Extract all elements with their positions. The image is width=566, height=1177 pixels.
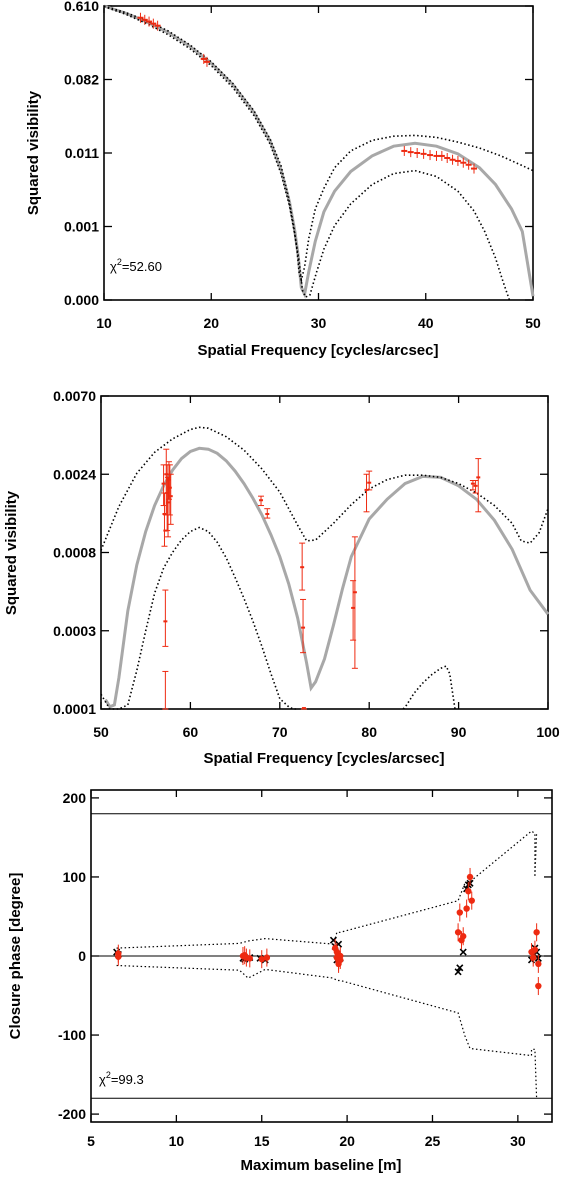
lower-bound-curve <box>100 526 298 710</box>
chart-panel-top: 10 20 30 40 50 0.610 0.082 0.011 0.001 0.000 Spat… <box>25 0 541 359</box>
data-points <box>137 12 478 174</box>
x-tick-label: 20 <box>203 315 219 331</box>
annotation-value: =52.60 <box>122 259 162 274</box>
x-axis-label: Spatial Frequency [cycles/arcsec] <box>198 342 439 359</box>
upper-bound-curve <box>116 830 538 949</box>
axes: 10 20 30 40 50 0.610 0.082 0.011 0.001 0.000 <box>64 0 541 331</box>
x-tick-label: 15 <box>254 1133 270 1149</box>
y-axis-label: Squared visibility <box>3 490 20 615</box>
lower-bound-curve <box>116 964 538 1099</box>
y-tick-label: 0.0070 <box>53 388 96 404</box>
model-curve <box>104 446 550 709</box>
y-tick-label: -100 <box>58 1027 86 1043</box>
annotation-symbol: χ <box>99 1072 106 1087</box>
data-point <box>115 953 122 960</box>
data-point <box>468 897 475 904</box>
x-tick-label: 100 <box>536 724 560 740</box>
upper-bound-curve <box>100 426 549 551</box>
axes: 5 10 15 20 25 30 -200 -100 0 100 200 <box>58 790 552 1149</box>
lower-bound-curve <box>103 5 511 301</box>
y-tick-label: 0.0024 <box>53 466 96 482</box>
upper-bound-curve <box>103 5 534 284</box>
x-tick-label: 5 <box>87 1133 95 1149</box>
data-point <box>263 954 271 961</box>
data-point <box>460 933 467 940</box>
x-tick-label: 20 <box>339 1133 355 1149</box>
data-points <box>113 867 542 996</box>
annotation-symbol: χ <box>110 259 117 274</box>
y-axis-label: Closure phase [degree] <box>7 873 24 1040</box>
y-tick-label: -200 <box>58 1106 86 1122</box>
x-tick-label: 30 <box>510 1133 526 1149</box>
lower-bound-curve-second-lobe <box>402 665 456 710</box>
annotation-superscript: 2 <box>106 1070 111 1080</box>
x-tick-label: 40 <box>418 315 434 331</box>
x-tick-label: 50 <box>525 315 541 331</box>
x-tick-label: 10 <box>169 1133 185 1149</box>
data-point <box>531 946 539 953</box>
data-point <box>535 982 542 990</box>
x-axis-label: Maximum baseline [m] <box>241 1157 402 1174</box>
x-tick-label: 25 <box>425 1133 441 1149</box>
x-tick-label: 80 <box>361 724 377 740</box>
model-marker <box>454 968 462 976</box>
annotation-superscript: 2 <box>117 257 122 267</box>
y-tick-label: 0.0001 <box>53 701 96 717</box>
curves <box>116 830 538 1099</box>
data-point <box>533 929 540 936</box>
y-tick-label: 0.011 <box>65 145 99 161</box>
y-tick-label: 200 <box>63 790 87 806</box>
y-tick-label: 100 <box>63 869 87 885</box>
y-axis-label: Squared visibility <box>25 90 42 215</box>
x-tick-label: 70 <box>272 724 288 740</box>
model-marker <box>456 964 464 972</box>
data-points <box>160 448 482 710</box>
chart-panel-bottom: 5 10 15 20 25 30 -200 -100 0 100 200 Maximum basel… <box>7 789 553 1174</box>
y-tick-label: 0.610 <box>64 0 99 14</box>
data-point <box>466 873 474 881</box>
x-tick-label: 10 <box>96 315 112 331</box>
chi-square-annotation: χ2=99.3 <box>99 1070 144 1087</box>
data-point <box>535 960 542 968</box>
data-point <box>463 905 470 912</box>
y-tick-label: 0.082 <box>64 72 99 88</box>
y-tick-label: 0 <box>78 948 86 964</box>
data-point <box>337 956 344 964</box>
data-point <box>246 955 253 962</box>
curves <box>100 426 550 710</box>
x-tick-label: 60 <box>183 724 199 740</box>
curves <box>103 4 535 301</box>
annotation-value: =99.3 <box>111 1072 144 1087</box>
y-tick-label: 0.001 <box>64 219 99 235</box>
data-point <box>258 955 265 963</box>
axes: 50 60 70 80 90 100 0.0070 0.0024 0.0008 0.0003 0.0… <box>53 388 560 740</box>
model-curve <box>103 4 535 299</box>
chi-square-annotation: χ2=52.60 <box>110 257 162 274</box>
chart-panel-middle: 50 60 70 80 90 100 0.0070 0.0024 0.0008 0.0003 0.0… <box>3 388 560 767</box>
data-point <box>465 887 472 895</box>
x-tick-label: 30 <box>311 315 327 331</box>
plot-frame <box>103 5 534 301</box>
y-tick-label: 0.000 <box>64 292 99 308</box>
x-tick-label: 50 <box>93 724 109 740</box>
data-point <box>454 929 462 936</box>
y-tick-label: 0.0003 <box>53 623 96 639</box>
data-point <box>530 954 537 961</box>
y-tick-label: 0.0008 <box>53 545 96 561</box>
x-axis-label: Spatial Frequency [cycles/arcsec] <box>204 750 445 767</box>
x-tick-label: 90 <box>451 724 467 740</box>
data-point <box>456 909 463 916</box>
model-marker <box>459 948 467 956</box>
